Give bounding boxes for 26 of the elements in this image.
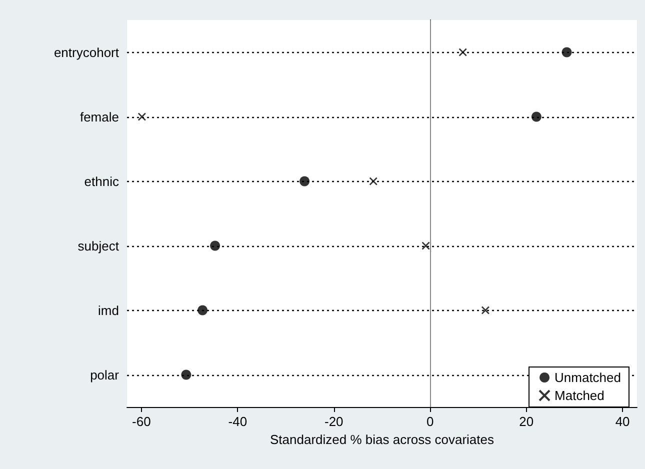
y-tick-label: entrycohort [54,44,120,60]
point [458,48,467,56]
point [369,177,378,186]
point [181,370,192,380]
x-tick-label: -40 [228,414,248,429]
y-tick-label: female [80,109,119,124]
legend-label: Matched [554,388,604,403]
y-tick-label: polar [90,367,120,382]
point [481,306,490,314]
x-tick-label: 40 [615,414,630,429]
y-tick-label: imd [98,302,119,318]
y-tick-label: ethnic [84,174,120,189]
point [210,240,220,251]
x-tick-label: 20 [519,414,534,429]
x-tick-label: 0 [426,414,434,429]
legend-label: Unmatched [554,370,622,385]
x-axis-title: Standardized % bias across covariates [270,432,494,447]
x-tick-label: -60 [132,414,151,429]
point [198,305,208,316]
y-tick-label: subject [78,238,120,254]
point [138,112,146,121]
point [562,47,572,58]
point [300,176,310,186]
point [531,112,542,122]
point [422,242,430,250]
x-tick-label: -20 [324,414,344,429]
